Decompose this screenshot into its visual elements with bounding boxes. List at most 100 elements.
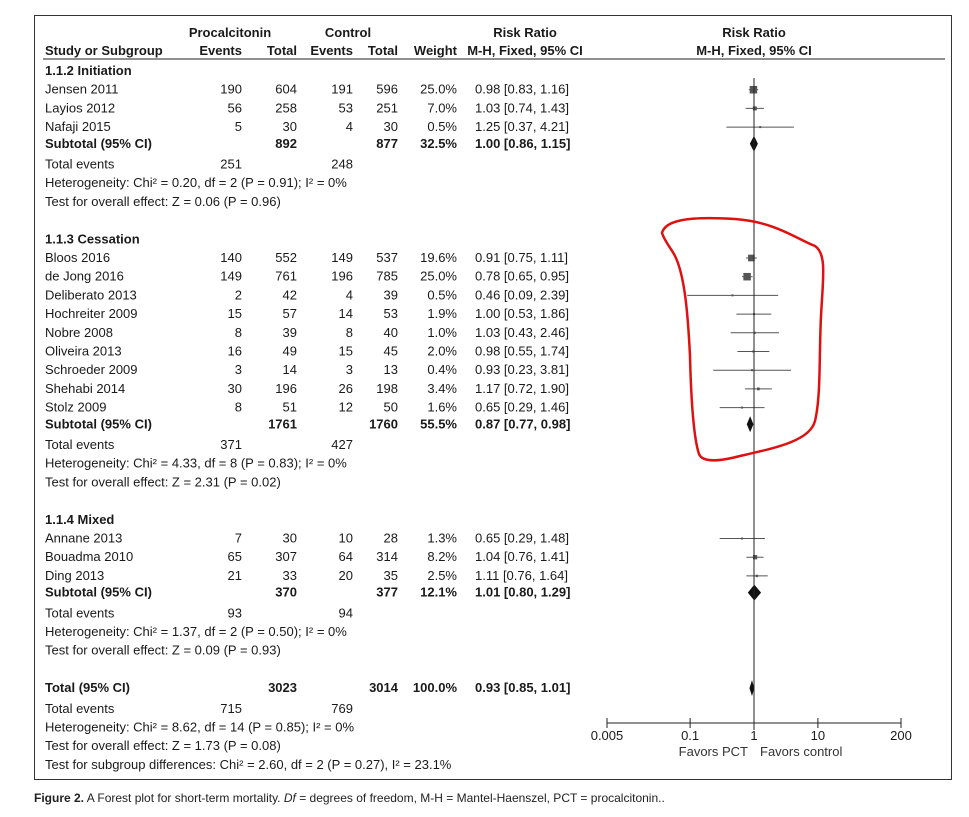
overall-effect-text: Test for overall effect: Z = 0.06 (P = 0… [45, 194, 281, 209]
risk-ratio-ci: 1.00 [0.53, 1.86] [475, 306, 569, 321]
events-2: 14 [339, 306, 353, 321]
study-marker [750, 369, 753, 372]
total-events-label: Total events [45, 157, 115, 172]
study-name: Schroeder 2009 [45, 362, 138, 377]
weight: 25.0% [420, 269, 457, 284]
weight: 1.3% [427, 531, 457, 546]
subgroup-title: 1.1.3 Cessation [45, 231, 140, 246]
study-name: Nafaji 2015 [45, 119, 111, 134]
risk-ratio-ci: 0.65 [0.29, 1.48] [475, 531, 569, 546]
events-2: 149 [331, 250, 353, 265]
events-2: 53 [339, 100, 353, 115]
events-2: 10 [339, 531, 353, 546]
total-events-label: Total events [45, 605, 115, 620]
total-1: 30 [283, 531, 297, 546]
subtotal-total-2: 877 [376, 136, 398, 151]
heterogeneity-text: Heterogeneity: Chi² = 0.20, df = 2 (P = … [45, 175, 347, 190]
x-axis-tick-label: 0.1 [681, 728, 699, 743]
favors-left-label: Favors PCT [679, 744, 748, 759]
subtotal-total-1: 370 [275, 585, 297, 600]
total-1: 14 [283, 362, 297, 377]
events-1: 8 [235, 400, 242, 415]
total-2: 537 [376, 250, 398, 265]
total-1: 51 [283, 400, 297, 415]
events-1: 8 [235, 325, 242, 340]
weight: 8.2% [427, 549, 457, 564]
study-marker [759, 126, 762, 129]
favors-right-label: Favors control [760, 744, 842, 759]
footer-line: Heterogeneity: Chi² = 8.62, df = 14 (P =… [45, 720, 354, 735]
header-group1: Procalcitonin [189, 25, 271, 40]
risk-ratio-ci: 1.04 [0.76, 1.41] [475, 549, 569, 564]
events-1: 30 [228, 381, 242, 396]
study-marker [743, 272, 751, 281]
total-1: 57 [283, 306, 297, 321]
total-2: 198 [376, 381, 398, 396]
study-name: Bouadma 2010 [45, 549, 133, 564]
subtotal-weight: 55.5% [420, 416, 457, 431]
events-1: 56 [228, 100, 242, 115]
header-risk-ratio-text: Risk Ratio [493, 25, 557, 40]
study-name: Stolz 2009 [45, 400, 106, 415]
study-name: Oliveira 2013 [45, 344, 122, 359]
risk-ratio-ci: 1.17 [0.72, 1.90] [475, 381, 569, 396]
events-2: 191 [331, 82, 353, 97]
study-name: Nobre 2008 [45, 325, 113, 340]
total-events-2: 248 [331, 157, 353, 172]
risk-ratio-ci: 0.93 [0.23, 3.81] [475, 362, 569, 377]
study-name: Bloos 2016 [45, 250, 110, 265]
total-2: 39 [384, 287, 398, 302]
total-weight: 100.0% [413, 680, 458, 695]
subgroup-title: 1.1.2 Initiation [45, 63, 132, 78]
study-marker [752, 106, 757, 111]
subtotal-total-1: 1761 [268, 416, 297, 431]
events-1: 21 [228, 568, 242, 583]
weight: 1.0% [427, 325, 457, 340]
events-1: 3 [235, 362, 242, 377]
events-2: 20 [339, 568, 353, 583]
total-1: 49 [283, 344, 297, 359]
total-1: 307 [275, 549, 297, 564]
footer-line: Test for overall effect: Z = 1.73 (P = 0… [45, 738, 281, 753]
study-marker [752, 555, 758, 560]
overall-effect-text: Test for overall effect: Z = 0.09 (P = 0… [45, 643, 281, 658]
pooled-diamond [746, 416, 754, 433]
study-name: Annane 2013 [45, 531, 122, 546]
overall-total-events-2: 769 [331, 701, 353, 716]
total-events-1: 371 [220, 437, 242, 452]
total-2: 314 [376, 549, 398, 564]
total-2: 13 [384, 362, 398, 377]
total-label: Total (95% CI) [45, 680, 130, 695]
risk-ratio-ci: 1.11 [0.76, 1.64] [475, 568, 568, 583]
header-events-2: Events [310, 43, 353, 58]
events-2: 3 [346, 362, 353, 377]
risk-ratio-ci: 1.03 [0.43, 2.46] [475, 325, 569, 340]
study-marker [755, 574, 759, 578]
risk-ratio-ci: 0.91 [0.75, 1.11] [475, 250, 568, 265]
forest-plot-figure: Procalcitonin Control Risk Ratio Risk Ratio… [34, 15, 952, 780]
study-marker [731, 294, 734, 297]
subgroup-title: 1.1.4 Mixed [45, 512, 114, 527]
total-1: 552 [275, 250, 297, 265]
subtotal-weight: 12.1% [420, 585, 457, 600]
study-name: Ding 2013 [45, 568, 104, 583]
study-marker [753, 331, 756, 334]
x-axis-tick-label: 1 [750, 728, 757, 743]
total-2: 50 [384, 400, 398, 415]
header-weight: Weight [414, 43, 458, 58]
header-total-1: Total [267, 43, 297, 58]
total-2: 40 [384, 325, 398, 340]
weight: 0.5% [427, 119, 457, 134]
header-group2: Control [325, 25, 371, 40]
red-annotation-outline [660, 216, 825, 462]
overall-total-events-1: 715 [220, 701, 242, 716]
study-name: de Jong 2016 [45, 269, 124, 284]
caption-df-term: Df [283, 791, 296, 805]
pooled-diamond [749, 680, 755, 697]
total-2: 30 [384, 119, 398, 134]
events-1: 149 [220, 269, 242, 284]
total-events-1: 251 [220, 157, 242, 172]
total-events-label: Total events [45, 437, 115, 452]
events-2: 4 [346, 119, 353, 134]
events-1: 65 [228, 549, 242, 564]
